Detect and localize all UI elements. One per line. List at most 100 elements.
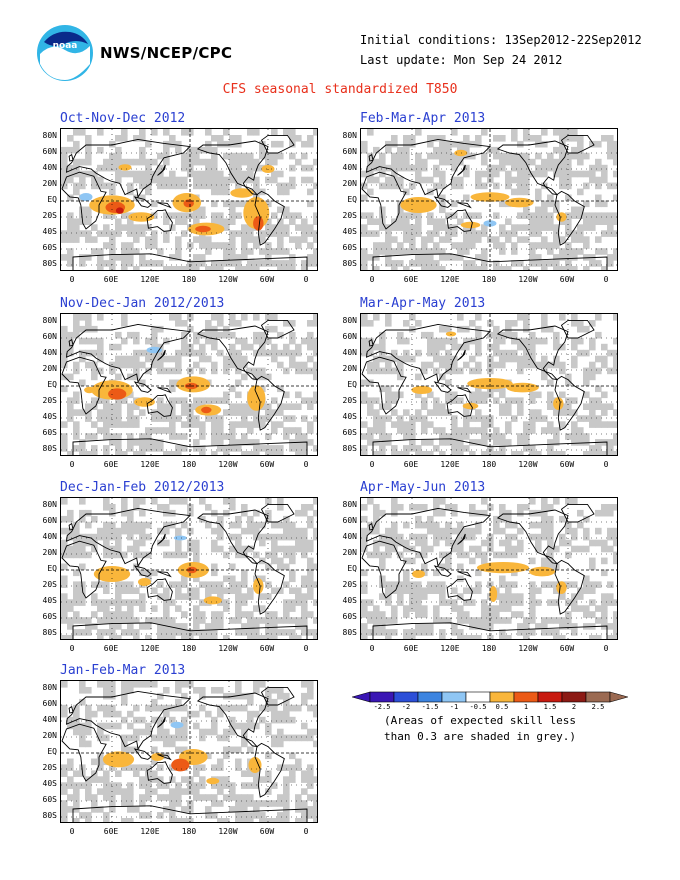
- lon-tick-label: 0: [603, 460, 609, 469]
- panel-title: Nov-Dec-Jan 2012/2013: [60, 296, 225, 311]
- lon-tick-label: 0: [303, 275, 309, 284]
- lon-tick-label: 0: [303, 644, 309, 653]
- lon-tick-label: 0: [69, 644, 75, 653]
- legend-label: -0.5: [469, 703, 487, 711]
- lon-tick-label: 60E: [103, 827, 119, 836]
- lon-tick-label: 0: [603, 275, 609, 284]
- lon-tick-label: 120W: [218, 644, 238, 653]
- lat-tick-label: 20N: [42, 179, 57, 188]
- lat-tick-label: 60S: [342, 612, 357, 621]
- forecast-map: [60, 313, 318, 456]
- lat-tick-label: 20N: [342, 364, 357, 373]
- lat-tick-label: 60S: [42, 428, 57, 437]
- lat-tick-label: 40N: [342, 163, 357, 172]
- lat-tick-label: 40N: [42, 715, 57, 724]
- initial-conditions: Initial conditions: 13Sep2012-22Sep2012: [360, 33, 642, 47]
- lat-tick-label: EQ: [47, 564, 57, 573]
- lat-tick-label: 40N: [42, 163, 57, 172]
- legend-swatch: [513, 691, 539, 703]
- lat-tick-label: 40S: [42, 596, 57, 605]
- lon-tick-label: 0: [303, 827, 309, 836]
- lat-tick-label: 60N: [342, 147, 357, 156]
- lon-tick-label: 180: [181, 827, 197, 836]
- lat-tick-label: EQ: [47, 380, 57, 389]
- lat-tick-label: 80N: [42, 683, 57, 692]
- lat-tick-label: 40N: [42, 532, 57, 541]
- legend-swatch: [393, 691, 419, 703]
- lat-tick-label: 60N: [342, 332, 357, 341]
- lat-tick-label: 60N: [42, 332, 57, 341]
- panel-title: Feb-Mar-Apr 2013: [360, 111, 486, 126]
- noaa-logo-icon: noaa: [37, 25, 93, 81]
- legend-arrow-high: [609, 691, 628, 703]
- lon-tick-label: 120W: [518, 460, 538, 469]
- legend-swatch: [417, 691, 443, 703]
- lat-tick-label: 80S: [42, 444, 57, 453]
- color-legend: [352, 691, 628, 703]
- panel-title: Dec-Jan-Feb 2012/2013: [60, 480, 225, 495]
- lat-tick-label: 20S: [342, 211, 357, 220]
- panel-title: Apr-May-Jun 2013: [360, 480, 486, 495]
- lon-tick-label: 120E: [440, 644, 460, 653]
- lat-tick-label: 20N: [42, 548, 57, 557]
- panel-title: Jan-Feb-Mar 2013: [60, 663, 186, 678]
- legend-swatch: [537, 691, 563, 703]
- lon-tick-label: 180: [481, 275, 497, 284]
- lon-tick-label: 60W: [259, 644, 275, 653]
- legend-note-line1: (Areas of expected skill less: [384, 714, 577, 727]
- lon-tick-label: 120E: [140, 644, 160, 653]
- lon-tick-label: 60E: [403, 644, 419, 653]
- legend-swatch: [369, 691, 395, 703]
- forecast-map: [60, 497, 318, 640]
- lat-tick-label: 60S: [42, 612, 57, 621]
- forecast-map: [60, 680, 318, 823]
- lat-tick-label: EQ: [47, 747, 57, 756]
- panel-title: Mar-Apr-May 2013: [360, 296, 486, 311]
- lat-tick-label: EQ: [347, 195, 357, 204]
- legend-label: 2: [571, 703, 577, 711]
- lat-tick-label: 80S: [42, 628, 57, 637]
- lat-tick-label: 80S: [342, 259, 357, 268]
- forecast-map: [360, 128, 618, 271]
- lon-tick-label: 0: [603, 644, 609, 653]
- lat-tick-label: 20N: [342, 548, 357, 557]
- legend-label: 1.5: [543, 703, 557, 711]
- lat-tick-label: EQ: [347, 564, 357, 573]
- lon-tick-label: 60E: [103, 275, 119, 284]
- lon-tick-label: 0: [69, 460, 75, 469]
- lon-tick-label: 120E: [140, 827, 160, 836]
- lon-tick-label: 0: [369, 275, 375, 284]
- lon-tick-label: 180: [181, 644, 197, 653]
- lat-tick-label: 20S: [42, 396, 57, 405]
- lat-tick-label: 80N: [342, 131, 357, 140]
- legend-label: 1: [523, 703, 529, 711]
- lon-tick-label: 120E: [140, 275, 160, 284]
- legend-note-line2: than 0.3 are shaded in grey.): [384, 730, 577, 743]
- lon-tick-label: 120E: [440, 275, 460, 284]
- legend-swatch: [561, 691, 587, 703]
- legend-label: -1.5: [421, 703, 439, 711]
- lat-tick-label: 80S: [342, 628, 357, 637]
- lon-tick-label: 60E: [103, 644, 119, 653]
- lat-tick-label: 20S: [42, 211, 57, 220]
- lat-tick-label: EQ: [347, 380, 357, 389]
- lon-tick-label: 60W: [259, 460, 275, 469]
- lat-tick-label: 40N: [342, 532, 357, 541]
- lon-tick-label: 120W: [218, 275, 238, 284]
- legend-label: -1: [449, 703, 459, 711]
- lat-tick-label: 80N: [342, 500, 357, 509]
- legend-label: 2.5: [591, 703, 605, 711]
- lon-tick-label: 0: [369, 460, 375, 469]
- svg-text:noaa: noaa: [53, 41, 78, 51]
- lat-tick-label: 80N: [42, 500, 57, 509]
- lat-tick-label: 60N: [42, 699, 57, 708]
- lon-tick-label: 180: [481, 460, 497, 469]
- lon-tick-label: 180: [481, 644, 497, 653]
- lon-tick-label: 0: [369, 644, 375, 653]
- lat-tick-label: 20S: [42, 580, 57, 589]
- lon-tick-label: 60E: [403, 460, 419, 469]
- lon-tick-label: 0: [69, 275, 75, 284]
- lat-tick-label: 40S: [342, 227, 357, 236]
- legend-label: 0.5: [495, 703, 509, 711]
- lat-tick-label: 80N: [42, 316, 57, 325]
